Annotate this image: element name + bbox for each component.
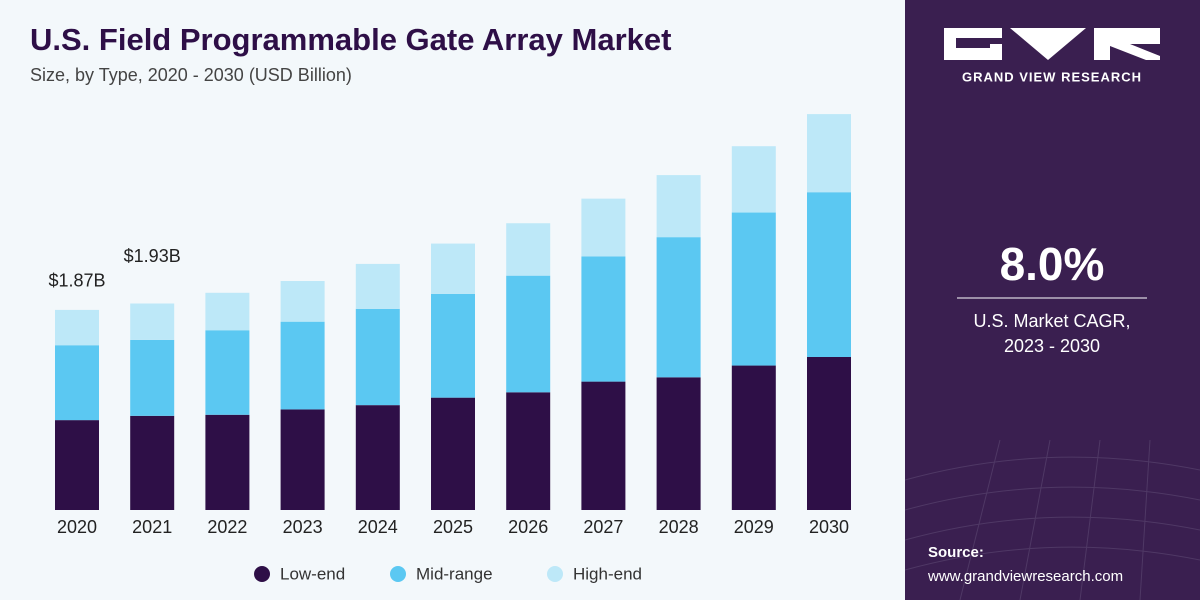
bar-segment: [807, 356, 851, 510]
bar-segment: [355, 308, 400, 406]
x-tick-label: 2020: [57, 517, 97, 537]
bar-segment: [581, 381, 626, 510]
x-tick-label: 2026: [508, 517, 548, 537]
x-tick-label: 2023: [283, 517, 323, 537]
x-tick-label: 2024: [358, 517, 398, 537]
bar-segment: [431, 397, 475, 510]
bar-segment: [280, 409, 325, 510]
bar-segment: [55, 420, 99, 510]
bar-segment: [807, 192, 851, 357]
legend-swatch: [547, 566, 563, 582]
chart-title: U.S. Field Programmable Gate Array Marke…: [30, 22, 671, 57]
x-tick-label: 2021: [132, 517, 172, 537]
bar-segment: [581, 256, 626, 382]
bar-segment: [807, 114, 851, 193]
x-tick-label: 2027: [583, 517, 623, 537]
bar-segment: [506, 223, 551, 276]
x-tick-label: 2022: [207, 517, 247, 537]
bar-segment: [130, 339, 175, 416]
chart-subtitle: Size, by Type, 2020 - 2030 (USD Billion): [30, 65, 352, 85]
bar-segment: [355, 263, 400, 309]
x-tick-label: 2025: [433, 517, 473, 537]
sidebar-grid: [904, 439, 1200, 601]
source-url: www.grandviewresearch.com: [927, 568, 1123, 585]
x-tick-label: 2029: [734, 517, 774, 537]
bar-segment: [55, 309, 99, 346]
bar-segment: [205, 330, 250, 415]
bar-segment: [280, 321, 325, 410]
total-label: $1.93B: [124, 246, 181, 266]
legend-swatch: [390, 566, 406, 582]
source-title: Source:: [928, 544, 984, 561]
bar-segment: [506, 392, 551, 510]
logo: [944, 28, 1160, 60]
bar-segment: [731, 365, 776, 510]
bar-segment: [130, 303, 175, 340]
total-label: $1.87B: [48, 271, 105, 291]
bar-segment: [55, 345, 99, 421]
cagr-value: 8.0%: [1000, 238, 1105, 290]
legend-label: High-end: [573, 564, 642, 583]
x-tick-label: 2028: [659, 517, 699, 537]
bar-segment: [205, 292, 250, 331]
legend-label: Mid-range: [416, 564, 493, 583]
bar-segment: [431, 293, 475, 398]
bar-segment: [656, 237, 701, 378]
bar-segment: [506, 275, 551, 393]
legend-label: Low-end: [280, 564, 345, 583]
bar-segment: [731, 146, 776, 213]
bar-segment: [355, 405, 400, 510]
bar-segment: [581, 198, 626, 257]
bar-segment: [656, 175, 701, 238]
sidebar-background: [905, 0, 1200, 600]
cagr-label: 2023 - 2030: [1004, 336, 1100, 356]
bar-segment: [205, 414, 250, 510]
bar-segment: [656, 377, 701, 510]
legend-swatch: [254, 566, 270, 582]
cagr-label: U.S. Market CAGR,: [973, 311, 1130, 331]
bar-segment: [431, 243, 475, 294]
bar-segment: [130, 415, 175, 510]
bar-segment: [280, 281, 325, 322]
x-tick-label: 2030: [809, 517, 849, 537]
bar-segment: [731, 212, 776, 366]
brand-name: GRAND VIEW RESEARCH: [962, 69, 1142, 84]
